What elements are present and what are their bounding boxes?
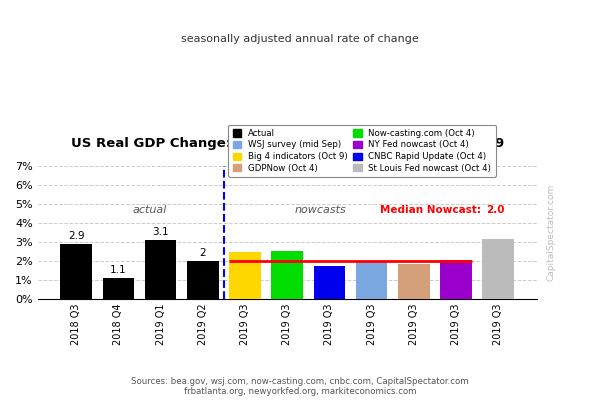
Text: 2: 2 — [199, 248, 206, 258]
Text: Median Nowcast:: Median Nowcast: — [380, 205, 481, 215]
Bar — [398, 264, 430, 298]
Bar — [271, 251, 303, 298]
Bar — [60, 244, 92, 298]
Title: US Real GDP Change: Actual vs. Expectations for Q3:2019: US Real GDP Change: Actual vs. Expectati… — [71, 137, 504, 150]
Bar — [482, 239, 514, 298]
Text: 3.1: 3.1 — [152, 227, 169, 237]
Bar — [103, 278, 134, 298]
Text: actual: actual — [133, 205, 167, 215]
Bar — [145, 240, 176, 298]
Text: 2.9: 2.9 — [68, 231, 85, 241]
Bar — [314, 266, 345, 298]
Bar — [356, 262, 388, 298]
Text: nowcasts: nowcasts — [295, 205, 347, 215]
Legend: Actual, WSJ survey (mid Sep), Big 4 indicators (Oct 9), GDPNow (Oct 4), Now-cast: Actual, WSJ survey (mid Sep), Big 4 indi… — [229, 124, 496, 177]
Bar — [229, 252, 261, 298]
Bar — [187, 261, 218, 298]
Text: Sources: bea.gov, wsj.com, now-casting.com, cnbc.com, CapitalSpectator.com
frbat: Sources: bea.gov, wsj.com, now-casting.c… — [131, 377, 469, 396]
Text: CapitalSpectator.com: CapitalSpectator.com — [547, 184, 556, 281]
Bar — [440, 260, 472, 298]
Text: 2.0: 2.0 — [486, 205, 505, 215]
Text: seasonally adjusted annual rate of change: seasonally adjusted annual rate of chang… — [181, 34, 419, 44]
Text: 1.1: 1.1 — [110, 265, 127, 275]
